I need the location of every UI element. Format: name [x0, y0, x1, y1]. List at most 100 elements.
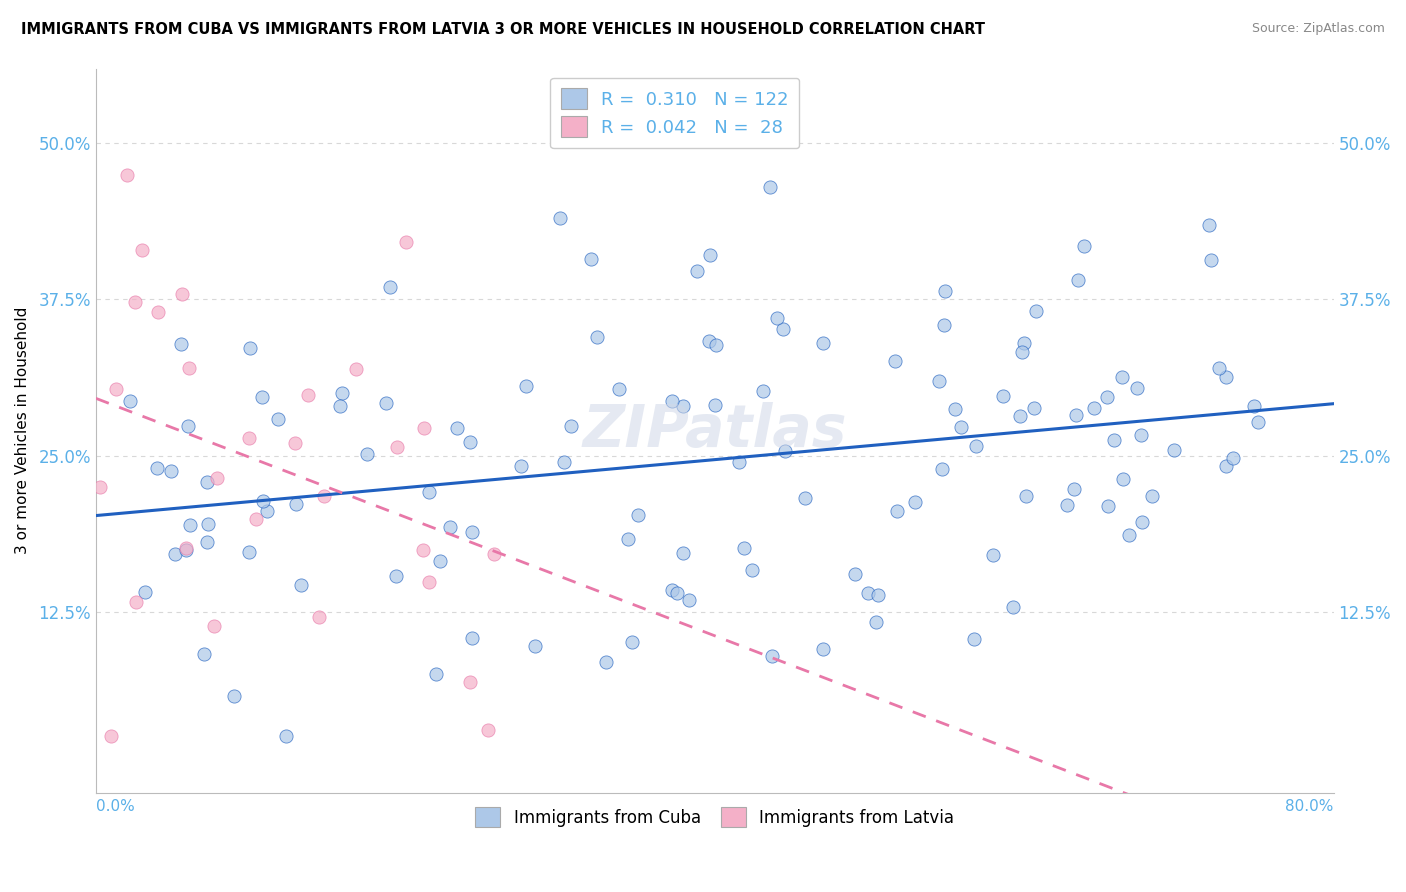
Point [1208, 361, 1230, 376]
Point [395, 235, 418, 250]
Point [1222, 450, 1244, 465]
Point [943, 401, 966, 416]
Point [172, 287, 194, 301]
Point [858, 585, 880, 599]
Point [145, 461, 167, 475]
Point [766, 310, 789, 325]
Point [124, 595, 146, 609]
Point [1142, 489, 1164, 503]
Point [627, 508, 650, 522]
Point [595, 655, 617, 669]
Point [515, 378, 537, 392]
Point [579, 252, 602, 266]
Point [548, 211, 571, 226]
Point [1024, 401, 1046, 415]
Point [727, 455, 749, 469]
Point [458, 674, 481, 689]
Point [811, 642, 834, 657]
Point [586, 329, 609, 343]
Point [759, 180, 782, 194]
Text: 80.0%: 80.0% [1285, 799, 1333, 814]
Point [1163, 442, 1185, 457]
Point [245, 512, 267, 526]
Point [177, 361, 200, 376]
Point [811, 336, 834, 351]
Point [704, 398, 727, 412]
Point [741, 563, 763, 577]
Point [224, 690, 246, 704]
Point [661, 394, 683, 409]
Point [1215, 459, 1237, 474]
Point [793, 491, 815, 506]
Point [267, 411, 290, 425]
Point [1102, 434, 1125, 448]
Point [844, 566, 866, 581]
Point [1130, 516, 1153, 530]
Point [1097, 499, 1119, 513]
Point [1073, 239, 1095, 253]
Point [330, 386, 353, 401]
Point [385, 440, 408, 454]
Point [297, 387, 319, 401]
Point [460, 525, 482, 540]
Point [931, 462, 953, 476]
Point [105, 382, 128, 396]
Point [195, 475, 218, 489]
Point [118, 393, 141, 408]
Point [1118, 528, 1140, 542]
Point [374, 395, 396, 409]
Point [904, 495, 927, 509]
Point [884, 353, 907, 368]
Point [1012, 336, 1035, 351]
Point [773, 443, 796, 458]
Point [560, 418, 582, 433]
Point [934, 318, 956, 333]
Point [1247, 416, 1270, 430]
Point [256, 504, 278, 518]
Point [429, 554, 451, 568]
Point [963, 632, 986, 646]
Point [1097, 390, 1119, 404]
Point [1008, 409, 1031, 423]
Point [193, 647, 215, 661]
Point [1111, 369, 1133, 384]
Point [238, 431, 260, 445]
Point [991, 389, 1014, 403]
Point [205, 471, 228, 485]
Point [1056, 499, 1078, 513]
Point [621, 635, 644, 649]
Point [761, 648, 783, 663]
Point [179, 517, 201, 532]
Point [378, 280, 401, 294]
Point [1083, 401, 1105, 415]
Point [678, 593, 700, 607]
Point [356, 447, 378, 461]
Point [1198, 218, 1220, 232]
Point [981, 549, 1004, 563]
Point [733, 541, 755, 555]
Point [284, 497, 307, 511]
Point [886, 504, 908, 518]
Legend: Immigrants from Cuba, Immigrants from Latvia: Immigrants from Cuba, Immigrants from La… [467, 799, 962, 835]
Point [115, 168, 138, 182]
Point [329, 399, 352, 413]
Point [685, 264, 707, 278]
Point [176, 418, 198, 433]
Point [1001, 600, 1024, 615]
Point [1025, 303, 1047, 318]
Point [174, 543, 197, 558]
Point [1064, 408, 1087, 422]
Point [477, 723, 499, 738]
Point [928, 374, 950, 388]
Text: IMMIGRANTS FROM CUBA VS IMMIGRANTS FROM LATVIA 3 OR MORE VEHICLES IN HOUSEHOLD C: IMMIGRANTS FROM CUBA VS IMMIGRANTS FROM … [21, 22, 986, 37]
Point [250, 390, 273, 404]
Point [510, 458, 533, 473]
Point [1243, 399, 1265, 413]
Point [523, 639, 546, 653]
Point [418, 485, 440, 500]
Point [1199, 252, 1222, 267]
Point [446, 421, 468, 435]
Point [1067, 273, 1090, 287]
Point [174, 541, 197, 555]
Point [146, 305, 169, 319]
